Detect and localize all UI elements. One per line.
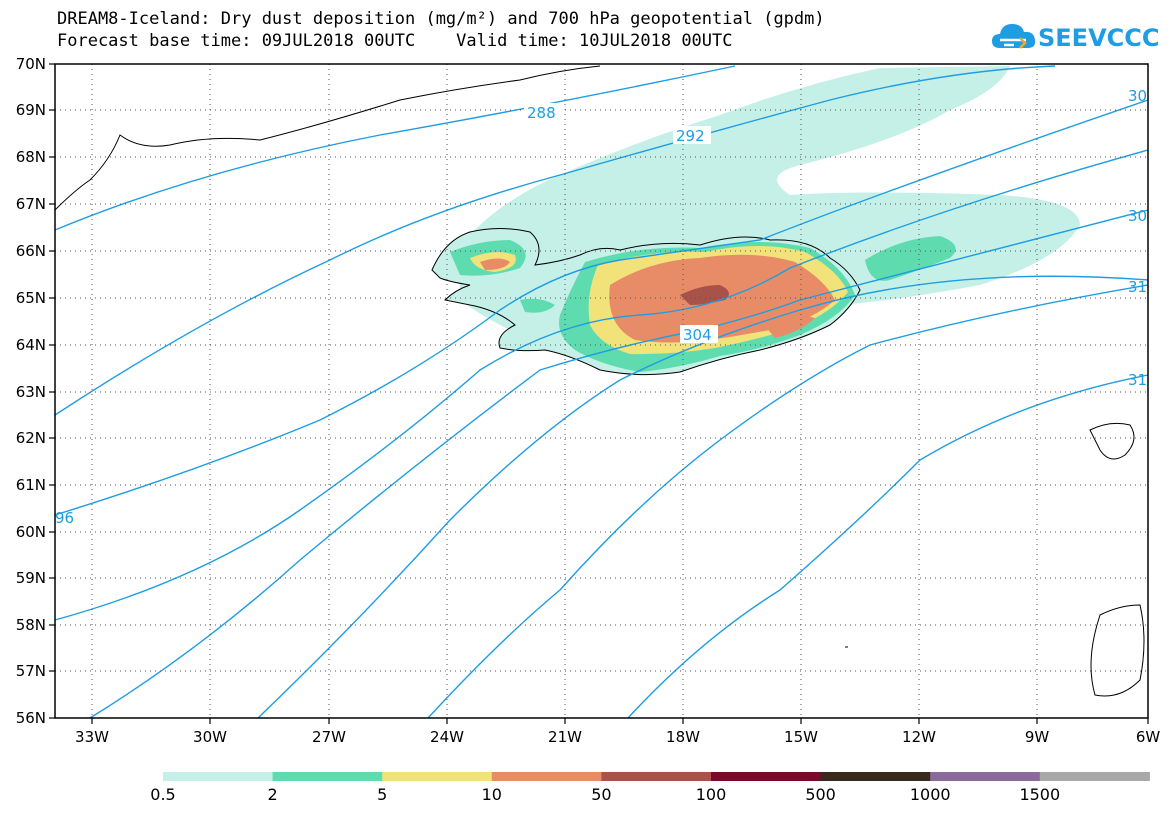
lat-label: 69N (16, 101, 46, 119)
map-subtitle: Forecast base time: 09JUL2018 00UTC Vali… (57, 31, 733, 51)
lat-label: 66N (16, 242, 46, 260)
lat-label: 57N (16, 662, 46, 680)
lat-label: 70N (16, 55, 46, 73)
axis-ticks (49, 63, 1149, 724)
lon-label: 12W (902, 728, 936, 746)
colorbar-swatch (382, 772, 493, 781)
lat-label: 64N (16, 336, 46, 354)
contour-label: 31 (1128, 278, 1147, 296)
contour-labels: 288 292 304 30 30 31 31 96 (55, 87, 1147, 527)
graticule (55, 64, 1148, 718)
contour-label: 96 (55, 509, 74, 527)
lat-label: 60N (16, 523, 46, 541)
lat-label: 65N (16, 289, 46, 307)
colorbar-swatch (601, 772, 712, 781)
lat-label: 61N (16, 476, 46, 494)
lat-label: 59N (16, 569, 46, 587)
map-title: DREAM8-Iceland: Dry dust deposition (mg/… (57, 9, 825, 29)
colorbar (163, 772, 1150, 781)
lon-label: 9W (1025, 728, 1050, 746)
logo-text: SEEVCCC (1038, 24, 1160, 52)
plot-frame (54, 63, 1149, 719)
contour-label: 288 (527, 104, 556, 122)
colorbar-swatch (820, 772, 931, 781)
lat-label: 67N (16, 195, 46, 213)
lat-label: 56N (16, 709, 46, 727)
colorbar-label: 50 (591, 785, 612, 804)
lat-label: 63N (16, 383, 46, 401)
contour-label: 31 (1128, 371, 1147, 389)
contour-label: 292 (676, 127, 705, 145)
lon-label: 27W (312, 728, 346, 746)
contour-label: 304 (683, 326, 712, 344)
contour-label: 30 (1128, 87, 1147, 105)
lat-label: 68N (16, 148, 46, 166)
cloud-icon (992, 24, 1036, 49)
longitude-labels: 33W 30W 27W 24W 21W 18W 15W 12W 9W 6W (75, 728, 1160, 746)
colorbar-label: 5 (377, 785, 388, 804)
lon-label: 6W (1136, 728, 1161, 746)
colorbar-label: 1000 (909, 785, 951, 804)
colorbar-label: 100 (695, 785, 727, 804)
seevccc-logo: SEEVCCC (990, 18, 1160, 58)
geopotential-contours (54, 65, 1149, 719)
lat-label: 58N (16, 616, 46, 634)
lon-label: 18W (666, 728, 700, 746)
colorbar-label: 2 (267, 785, 278, 804)
lon-label: 30W (193, 728, 227, 746)
colorbar-swatch (1039, 772, 1150, 781)
colorbar-swatch (711, 772, 822, 781)
latitude-labels: 70N 69N 68N 67N 66N 65N 64N 63N 62N 61N … (16, 55, 46, 727)
colorbar-label: 500 (805, 785, 836, 804)
lat-label: 62N (16, 429, 46, 447)
coastlines (54, 65, 1145, 697)
colorbar-swatch (163, 772, 274, 781)
colorbar-swatch (930, 772, 1041, 781)
lon-label: 33W (75, 728, 109, 746)
contour-label: 30 (1128, 207, 1147, 225)
lon-label: 15W (784, 728, 818, 746)
colorbar-swatch (272, 772, 383, 781)
colorbar-label: 10 (481, 785, 502, 804)
colorbar-label: 1500 (1019, 785, 1061, 804)
lon-label: 24W (430, 728, 464, 746)
colorbar-swatch (491, 772, 602, 781)
colorbar-label: 0.5 (150, 785, 176, 804)
lon-label: 21W (548, 728, 582, 746)
